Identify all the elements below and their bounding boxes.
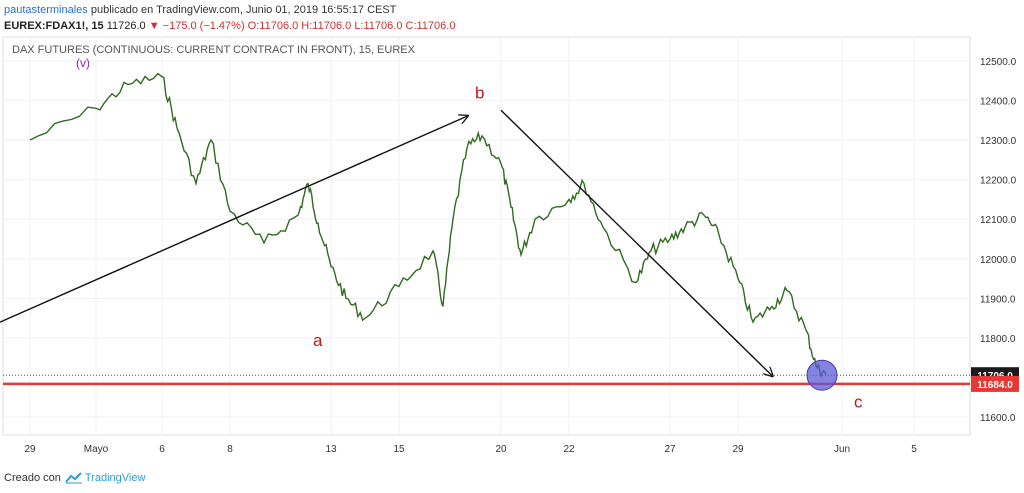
publish-info: pautasterminales publicado en TradingVie… [4,3,804,17]
highlight-circle[interactable] [806,359,838,391]
x-tick-label: 20 [495,444,507,455]
y-tick-label: 11600.0 [980,413,1016,424]
y-tick-label: 12000.0 [980,255,1017,266]
x-tick-label: 27 [664,444,676,455]
tradingview-logo[interactable]: TradingView [65,472,146,484]
symbol-label: EUREX:FDAX1!, 15 [4,20,104,32]
x-tick-label: 5 [911,444,917,455]
price-change: ▼ −175.0 (−1.47%) [148,20,245,32]
symbol-info: EUREX:FDAX1!, 15 11726.0 ▼ −175.0 (−1.47… [4,19,804,33]
x-tick-label: Jun [834,444,850,455]
price-chart[interactable]: abc 12500.012400.012300.012200.012100.01… [0,33,1024,463]
tradingview-icon [65,472,82,484]
tradingview-brand: TradingView [84,472,146,484]
footer: Creado con TradingView [4,472,145,484]
open-value: O:11706.0 [247,20,299,32]
created-with-text: Creado con [4,472,61,484]
y-tick-label: 12400.0 [980,96,1017,107]
last-price: 11726.0 [106,20,146,32]
x-tick-label: 29 [732,444,744,455]
publish-text: publicado en TradingView.com, Junio 01, … [90,4,397,16]
x-tick-label: Mayo [84,444,109,455]
x-tick-label: 29 [24,444,36,455]
trend-arrow[interactable] [0,116,467,323]
wave-label-b: b [475,83,484,102]
x-tick-label: 15 [393,444,405,455]
chart-annotations: a b c [0,83,970,411]
wave-label-c: c [854,392,863,411]
price-badge-label: 11684.0 [977,380,1013,391]
high-value: H:11706.0 [301,20,352,32]
chart-title: DAX FUTURES (CONTINUOUS: CURRENT CONTRAC… [12,44,416,56]
price-line [29,72,827,379]
x-tick-label: 22 [563,444,575,455]
grid [3,37,970,435]
x-tick-label: 6 [159,444,165,455]
chart-header: pautasterminales publicado en TradingVie… [4,3,804,33]
trend-arrow[interactable] [500,109,772,375]
low-value: L:11706.0 [354,20,403,32]
price-axis[interactable]: 12500.0 12400.0 12300.0 12200.0 12100.0 12000… [971,57,1019,424]
wave-label-a: a [313,331,323,350]
x-tick-label: 13 [325,444,337,455]
y-tick-label: 12300.0 [980,136,1017,147]
wave-v-label: (v) [76,56,90,70]
x-tick-label: 8 [227,444,233,455]
y-tick-label: 12200.0 [980,176,1017,187]
author-link[interactable]: pautasterminales [4,4,88,16]
y-tick-label: 12500.0 [980,57,1017,68]
y-tick-label: 12100.0 [980,215,1017,226]
y-tick-label: 11900.0 [980,294,1016,305]
price-badge [971,375,1019,392]
time-axis[interactable]: 29 Mayo 6 8 13 15 20 22 27 29 Jun 5 [24,444,917,455]
price-series [29,72,827,379]
close-value: C:11706.0 [405,20,456,32]
y-tick-label: 11800.0 [980,334,1016,345]
